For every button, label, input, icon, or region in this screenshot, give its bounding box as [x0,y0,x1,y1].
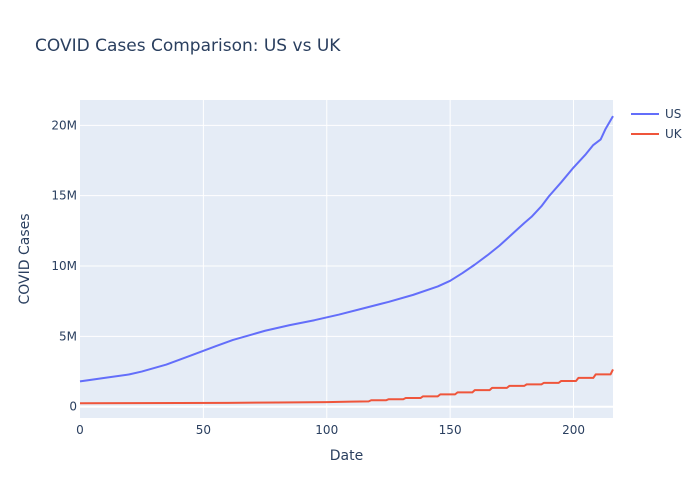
legend-label: US [665,107,681,121]
series-line-uk [79,369,614,405]
x-tick-label: 200 [562,423,585,437]
y-tick-labels: 0 5M 10M 15M 20M [51,118,77,413]
chart-title: COVID Cases Comparison: US vs UK [35,36,341,56]
x-axis-title: Date [330,448,363,464]
y-tick-label: 20M [51,118,77,132]
x-tick-label: 150 [439,423,462,437]
legend-label: UK [665,127,683,141]
y-gridlines [80,124,613,408]
series-lines [79,115,614,405]
x-gridlines [202,100,575,418]
x-tick-labels: 0 50 100 150 200 [76,423,585,437]
legend-item-uk[interactable]: UK [631,127,683,141]
legend-item-us[interactable]: US [631,107,681,121]
y-tick-label: 15M [51,189,77,203]
y-tick-label: 10M [51,259,77,273]
x-tick-label: 50 [196,423,211,437]
x-tick-label: 0 [76,423,84,437]
plot-area [80,100,613,418]
x-tick-label: 100 [315,423,338,437]
y-tick-label: 0 [69,400,77,414]
legend[interactable]: US UK [631,107,683,141]
series-line-us [79,115,614,383]
y-tick-label: 5M [59,329,77,343]
y-axis-title: COVID Cases [17,213,33,304]
